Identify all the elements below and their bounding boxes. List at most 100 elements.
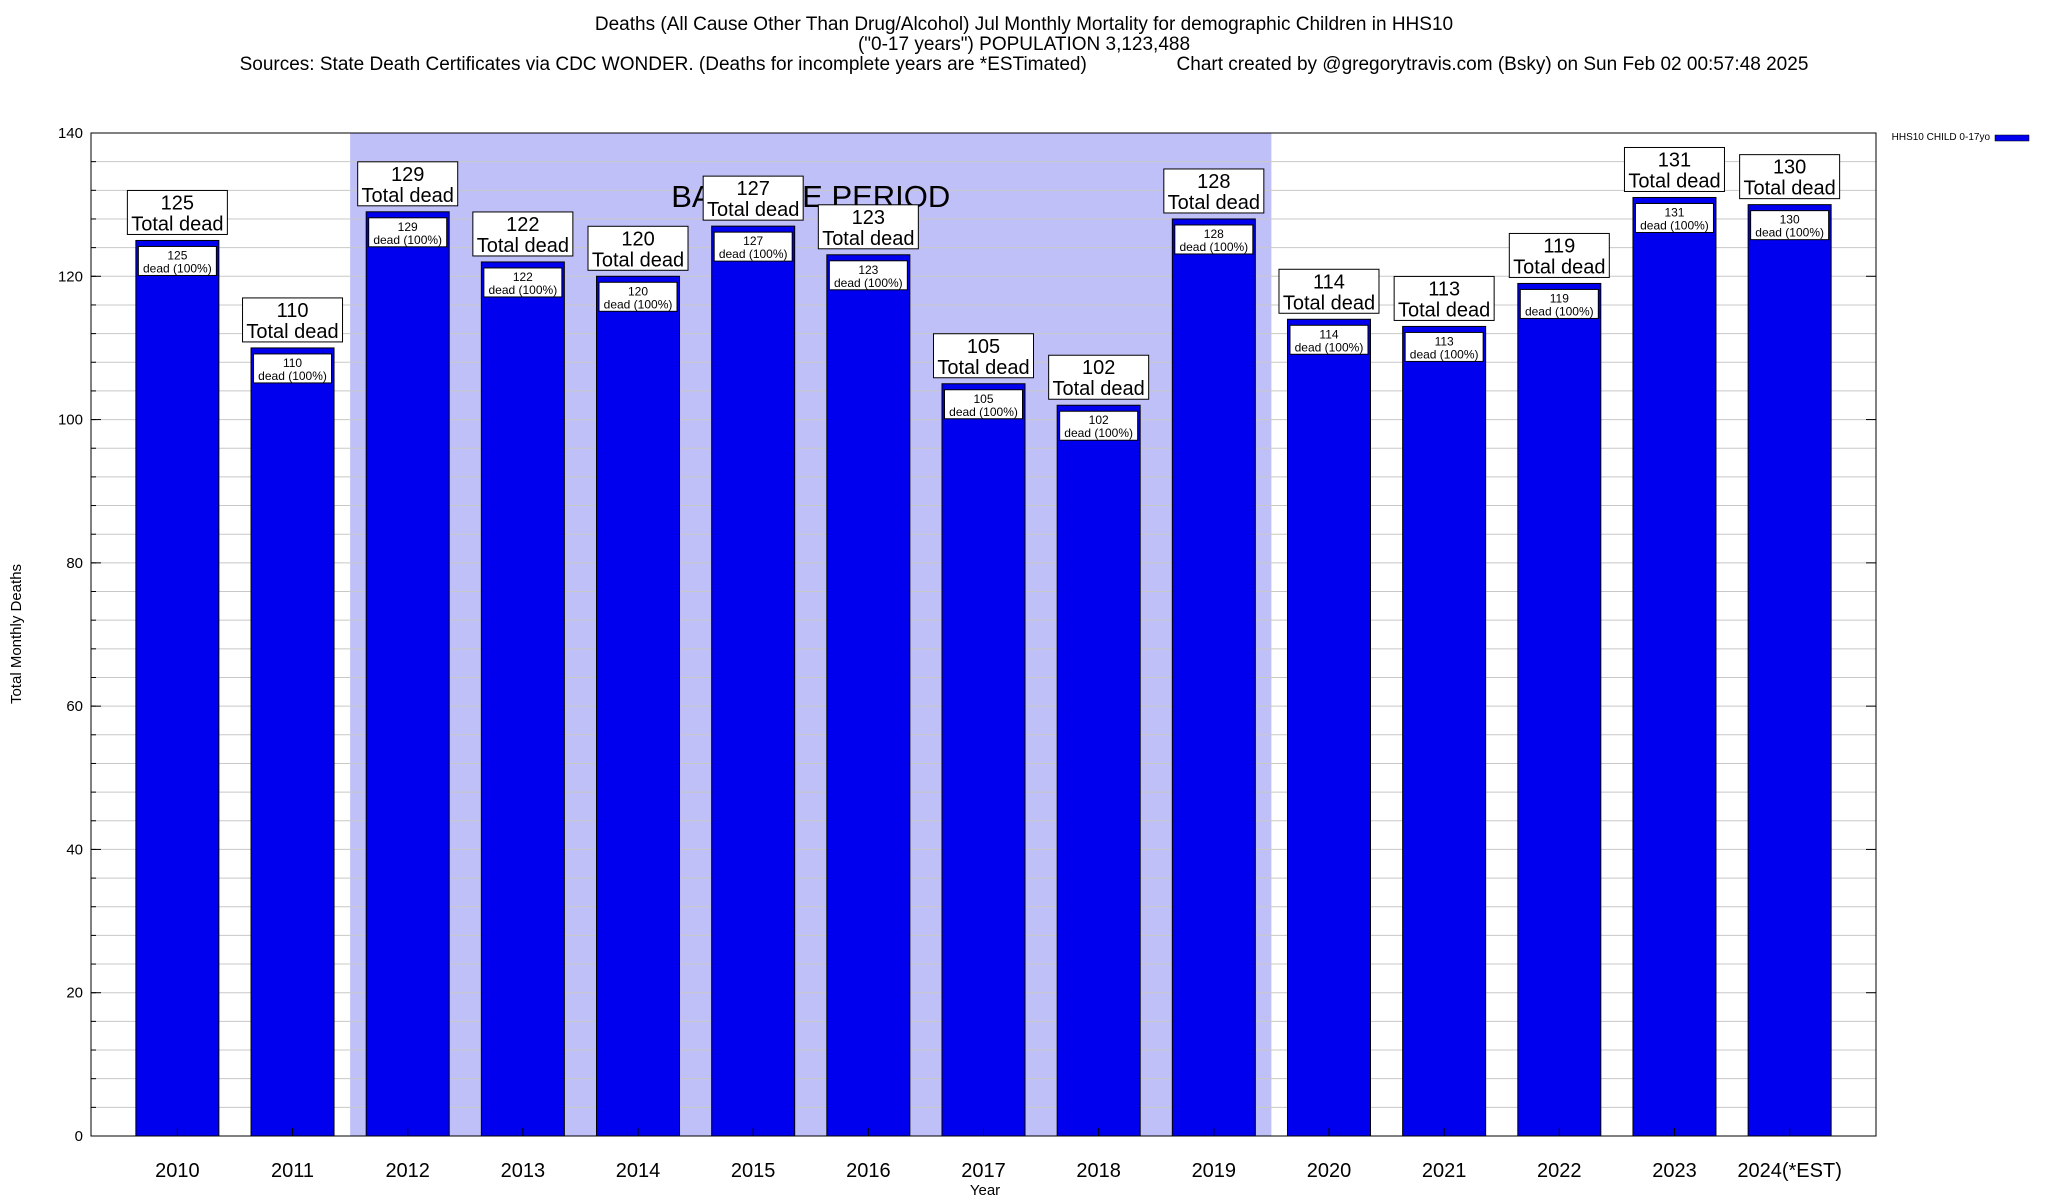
y-tick-label: 60 (66, 698, 83, 715)
top-total-label: Total dead (1743, 178, 1835, 200)
top-label-box (126, 189, 228, 235)
inner-label-box (713, 231, 793, 262)
top-value-label: 102 (1082, 357, 1115, 379)
legend-label: HHS10 CHILD 0-17yo (1892, 132, 1991, 143)
legend-swatch (1994, 134, 2030, 142)
inner-percent-label: dead (100%) (1755, 226, 1824, 240)
inner-label-box (1289, 324, 1369, 355)
inner-percent-label: dead (100%) (1295, 340, 1364, 354)
inner-value-label: 125 (167, 248, 187, 262)
bar (365, 211, 450, 1137)
inner-value-label: 123 (858, 263, 878, 277)
top-label-box (587, 225, 689, 271)
x-tick-label: 2022 (1537, 1160, 1582, 1182)
top-value-label: 114 (1313, 271, 1345, 293)
top-total-label: Total dead (707, 199, 799, 221)
top-total-label: Total dead (1053, 378, 1145, 400)
top-value-label: 120 (621, 228, 654, 250)
inner-percent-label: dead (100%) (143, 261, 212, 275)
top-total-label: Total dead (246, 321, 338, 343)
x-tick-label: 2013 (501, 1160, 546, 1182)
bar (135, 239, 220, 1137)
bar (826, 254, 911, 1137)
x-tick-label: 2012 (385, 1160, 430, 1182)
x-tick-label: 2015 (731, 1160, 776, 1182)
inner-value-label: 120 (628, 284, 648, 298)
inner-label-box (1059, 410, 1139, 441)
top-label-box (1048, 354, 1150, 400)
top-label-box (1393, 275, 1495, 321)
top-value-label: 122 (506, 214, 539, 236)
inner-value-label: 114 (1319, 327, 1338, 341)
top-value-label: 113 (1428, 278, 1460, 300)
bar (941, 383, 1026, 1137)
top-total-label: Total dead (822, 228, 914, 250)
inner-value-label: 128 (1204, 227, 1224, 241)
inner-percent-label: dead (100%) (1410, 347, 1479, 361)
inner-value-label: 105 (973, 392, 993, 406)
top-total-label: Total dead (592, 249, 684, 271)
inner-label-box (1750, 210, 1830, 241)
top-label-box (702, 175, 804, 221)
bar (1056, 404, 1141, 1137)
plot-frame (90, 132, 1877, 1137)
inner-percent-label: dead (100%) (604, 297, 673, 311)
top-value-label: 130 (1773, 157, 1806, 179)
top-value-label: 131 (1658, 149, 1691, 171)
x-tick-label: 2016 (846, 1160, 891, 1182)
top-total-label: Total dead (362, 185, 454, 207)
x-tick-label: 2024(*EST) (1737, 1160, 1842, 1182)
top-label-box (357, 161, 459, 207)
inner-label-box (368, 217, 448, 248)
inner-label-box (1519, 288, 1599, 319)
top-value-label: 105 (967, 336, 1000, 358)
inner-percent-label: dead (100%) (1179, 240, 1248, 254)
inner-label-box (598, 281, 678, 312)
bar (1171, 218, 1256, 1137)
y-tick-label: 40 (66, 841, 83, 858)
top-label-box (1739, 154, 1841, 200)
x-tick-label: 2017 (961, 1160, 1006, 1182)
top-label-box (817, 204, 919, 250)
inner-label-box (483, 267, 563, 298)
inner-percent-label: dead (100%) (1525, 304, 1594, 318)
inner-label-box (1634, 202, 1714, 233)
top-label-box (472, 211, 574, 257)
top-total-label: Total dead (937, 357, 1029, 379)
inner-percent-label: dead (100%) (719, 247, 788, 261)
inner-percent-label: dead (100%) (1064, 426, 1133, 440)
inner-label-box (137, 245, 217, 276)
bar (1517, 282, 1602, 1137)
inner-value-label: 113 (1435, 334, 1454, 348)
top-total-label: Total dead (477, 235, 569, 257)
top-label-box (1163, 168, 1265, 214)
top-value-label: 128 (1197, 171, 1230, 193)
bar (1402, 325, 1487, 1137)
bar (596, 275, 681, 1137)
inner-value-label: 102 (1089, 413, 1109, 427)
inner-percent-label: dead (100%) (258, 369, 327, 383)
top-total-label: Total dead (1628, 170, 1720, 192)
top-value-label: 129 (391, 164, 424, 186)
inner-label-box (253, 353, 333, 384)
top-label-box (1278, 268, 1380, 314)
y-tick-label: 20 (66, 985, 83, 1002)
bar (1747, 204, 1832, 1137)
inner-percent-label: dead (100%) (488, 283, 557, 297)
inner-percent-label: dead (100%) (1640, 218, 1709, 232)
inner-percent-label: dead (100%) (834, 276, 903, 290)
inner-value-label: 131 (1664, 205, 1684, 219)
x-tick-label: 2018 (1076, 1160, 1121, 1182)
chart-sources: Sources: State Death Certificates via CD… (239, 54, 1809, 75)
